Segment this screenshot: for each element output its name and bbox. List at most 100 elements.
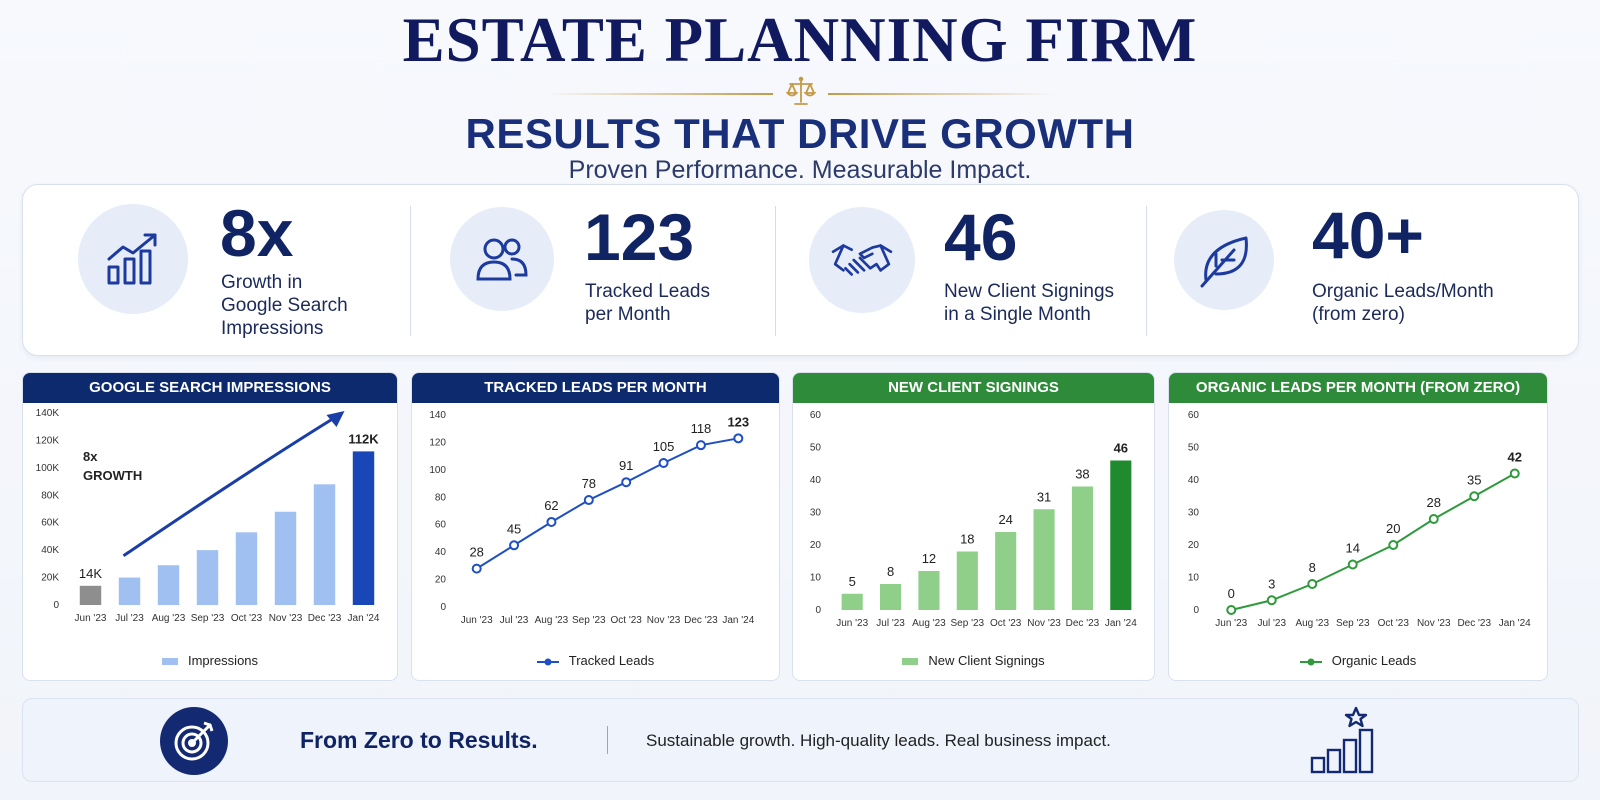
x-tick-label: Nov '23 [1417,618,1451,629]
x-tick-label: Sep '23 [1336,618,1370,629]
data-label: 28 [1427,495,1441,510]
bar [880,584,902,610]
legend-label: Impressions [187,653,259,668]
y-tick-label: 30 [1188,508,1200,519]
x-tick-label: Dec '23 [684,615,718,626]
x-tick-label: Jul '23 [876,618,905,629]
legend-label: New Client Signings [928,653,1045,668]
kpi-icon-circle [450,207,554,311]
leaf-icon [1200,236,1248,288]
data-label: 123 [727,414,749,429]
data-label: 12 [922,551,936,566]
bar [274,511,297,605]
x-tick-label: Dec '23 [308,613,342,624]
x-tick-label: Aug '23 [152,613,186,624]
x-tick-label: Jan '24 [1499,618,1531,629]
data-label: 5 [849,574,856,589]
x-tick-label: Jan '24 [348,613,380,624]
divider-right [828,93,1056,95]
users-icon [476,238,528,281]
y-tick-label: 0 [815,605,821,616]
x-tick-label: Jul '23 [500,615,529,626]
kpi-label: Tracked Leads per Month [585,281,710,325]
y-tick-label: 140 [429,410,446,421]
handshake-icon [831,244,893,276]
data-label: 3 [1268,576,1275,591]
footer-band [22,698,1579,782]
data-label: 0 [1228,586,1235,601]
y-tick-label: 20 [810,540,822,551]
bar [79,585,102,605]
tagline: Proven Performance. Measurable Impact. [568,156,1032,184]
bar [1033,509,1055,610]
growth-arrow [122,417,334,558]
kpi-divider [410,206,411,336]
y-tick-label: 50 [810,443,822,454]
bar [157,565,180,605]
chart-panel-impressions: GOOGLE SEARCH IMPRESSIONS 0 20K 40K 60K 80K 1… [22,372,398,681]
data-point [471,563,482,574]
y-tick-label: 50 [1188,443,1200,454]
chart-title: GOOGLE SEARCH IMPRESSIONS [23,373,397,403]
chart-legend: Organic Leads [1169,653,1547,668]
x-tick-label: Jun '23 [75,613,107,624]
y-tick-label: 40K [41,545,59,556]
bar-chart-star-icon [1310,706,1374,774]
y-tick-label: 40 [1188,475,1200,486]
y-tick-label: 0 [440,602,446,613]
x-tick-label: Oct '23 [1378,618,1410,629]
data-label: 46 [1114,441,1128,456]
x-tick-label: Jan '24 [722,615,754,626]
y-tick-label: 100K [36,463,60,474]
chart-panel-tracked-leads: TRACKED LEADS PER MONTH 0 20 40 60 80 100 120 1… [411,372,780,681]
data-point [621,477,632,488]
legend-label: Tracked Leads [568,653,655,668]
y-tick-label: 20K [41,573,59,584]
bar [118,577,141,605]
y-tick-label: 0 [53,600,59,611]
data-label: 14K [79,566,102,581]
bar [956,551,978,610]
y-tick-label: 20 [435,575,447,586]
x-tick-label: Jun '23 [1215,618,1247,629]
chart-legend: New Client Signings [793,653,1154,668]
data-label: 112K [348,431,379,446]
kpi-label: Organic Leads/Month (from zero) [1312,281,1494,325]
kpi-label: Growth in Google Search Impressions [221,272,348,339]
bar [918,571,940,610]
x-tick-label: Aug '23 [535,615,569,626]
chart-title: ORGANIC LEADS PER MONTH (FROM ZERO) [1169,373,1547,403]
kpi-value: 8x [220,196,294,270]
y-tick-label: 10 [810,573,822,584]
x-tick-label: Sep '23 [572,615,606,626]
data-point [1347,559,1358,570]
data-label: 91 [619,458,633,473]
y-tick-label: 20 [1188,540,1200,551]
x-tick-label: Jul '23 [1257,618,1286,629]
data-point [1428,514,1439,524]
data-label: 18 [960,532,974,547]
y-tick-label: 140K [36,408,60,419]
y-tick-label: 60 [1188,410,1200,421]
y-tick-label: 80K [41,490,59,501]
data-label: 20 [1386,521,1400,536]
footer-divider [607,726,608,754]
x-tick-label: Jun '23 [836,618,868,629]
data-label: 38 [1075,467,1089,482]
legend-swatch [161,658,178,666]
kpi-icon-circle [78,204,188,314]
firm-name: ESTATE PLANNING FIRM [402,5,1198,75]
y-tick-label: 120K [36,435,60,446]
data-point [695,440,706,451]
data-label: 8 [887,564,894,579]
data-label: 42 [1508,450,1522,465]
legend-swatch [902,658,919,666]
series-line [476,437,739,570]
legend-label: Organic Leads [1331,653,1417,668]
target-icon-circle [160,707,228,775]
data-point [1469,491,1480,502]
kpi-icon-circle [809,207,915,313]
legend-swatch [536,658,559,666]
kpi-value: 123 [584,200,695,274]
